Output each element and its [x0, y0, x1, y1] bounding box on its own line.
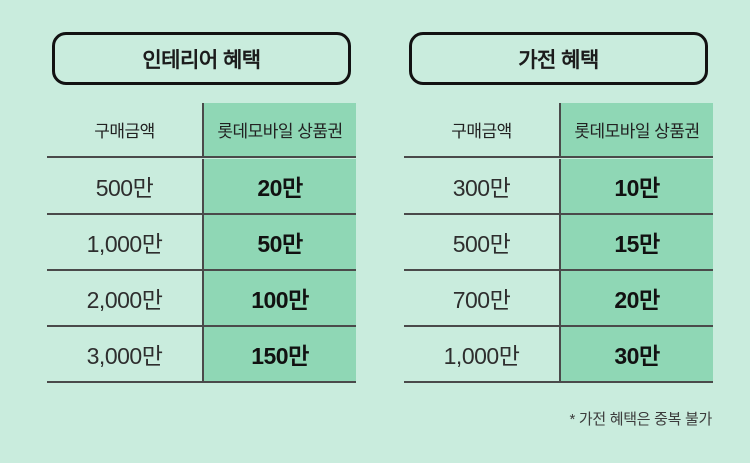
column-header-voucher: 롯데모바일 상품권 — [202, 103, 356, 158]
appliance-benefit-title: 가전 혜택 — [518, 48, 599, 72]
table-cell-amount: 2,000만 — [47, 271, 202, 327]
table-cell-amount: 500만 — [404, 215, 559, 271]
interior-benefit-table: 구매금액 롯데모바일 상품권 500만 20만 1,000만 50만 2,000… — [47, 103, 356, 383]
footnote: * 가전 혜택은 중복 불가 — [569, 411, 712, 428]
column-header-amount: 구매금액 — [404, 103, 559, 158]
table-cell-voucher: 100만 — [202, 271, 356, 327]
table-cell-amount: 500만 — [47, 159, 202, 215]
table-cell-amount: 1,000만 — [404, 327, 559, 383]
table-cell-voucher: 30만 — [559, 327, 713, 383]
appliance-benefit-table: 구매금액 롯데모바일 상품권 300만 10만 500만 15만 700만 20… — [404, 103, 713, 383]
table-cell-voucher: 10만 — [559, 159, 713, 215]
column-header-voucher: 롯데모바일 상품권 — [559, 103, 713, 158]
benefit-cards-container: 인테리어 혜택 구매금액 롯데모바일 상품권 500만 20만 1,000만 5… — [47, 32, 713, 383]
table-cell-voucher: 20만 — [559, 271, 713, 327]
table-cell-voucher: 150만 — [202, 327, 356, 383]
interior-benefit-card: 인테리어 혜택 구매금액 롯데모바일 상품권 500만 20만 1,000만 5… — [47, 32, 356, 383]
table-cell-amount: 300만 — [404, 159, 559, 215]
table-cell-amount: 700만 — [404, 271, 559, 327]
table-cell-voucher: 15만 — [559, 215, 713, 271]
table-cell-voucher: 50만 — [202, 215, 356, 271]
appliance-benefit-card: 가전 혜택 구매금액 롯데모바일 상품권 300만 10만 500만 15만 7… — [404, 32, 713, 383]
table-cell-voucher: 20만 — [202, 159, 356, 215]
appliance-benefit-title-pill: 가전 혜택 — [409, 32, 708, 85]
table-cell-amount: 3,000만 — [47, 327, 202, 383]
interior-benefit-title-pill: 인테리어 혜택 — [52, 32, 351, 85]
table-cell-amount: 1,000만 — [47, 215, 202, 271]
interior-benefit-title: 인테리어 혜택 — [142, 48, 261, 72]
column-header-amount: 구매금액 — [47, 103, 202, 158]
